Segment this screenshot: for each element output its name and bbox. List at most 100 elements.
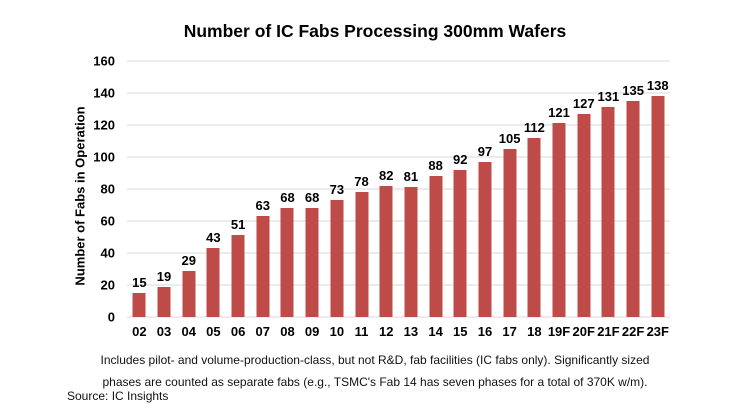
x-tick-label: 12 [378,324,394,339]
gridline [127,156,670,158]
x-tick-label: 18 [527,324,542,339]
bar-slot: 127 20F [571,61,596,338]
y-tick-label: 140 [93,85,115,101]
x-tick-label: 19F [547,324,571,339]
bar-value-label: 82 [378,167,394,183]
bar [453,169,467,317]
bar [305,208,319,317]
x-tick-label: 02 [132,324,147,339]
bar-value-label: 127 [572,95,595,111]
x-tick-label: 08 [280,324,295,339]
bar [157,286,171,317]
x-tick-label: 14 [428,324,443,339]
y-tick-labels: 0 20 40 60 80 100 120 140 160 [55,55,115,324]
bar-slot: 138 23F [645,61,670,338]
x-tick-label: 23F [646,324,669,339]
bar-slot: 121 19F [547,61,572,338]
x-tick-label: 22F [621,324,645,339]
bar-value-label: 29 [181,252,196,268]
bar-slot: 51 06 [226,61,251,338]
bar-slot: 63 07 [250,61,275,338]
bar-value-label: 97 [477,143,493,159]
bar-value-label: 68 [280,190,295,206]
plot-area: 15 02 19 03 29 04 43 05 51 06 63 07 68 08 68 09 73 10 78 11… [127,60,670,338]
bar [280,208,294,317]
gridline [127,188,670,190]
footnote-line-2: phases are counted as separate fabs (e.g… [102,375,648,389]
bar [256,216,270,317]
bar-value-label: 88 [428,158,443,174]
bar-slot: 81 13 [399,61,424,338]
gridline [127,60,670,62]
y-tick-label: 0 [107,309,115,325]
x-tick-label: 06 [230,324,246,339]
bar [182,270,196,317]
gridline [127,284,670,286]
bar-slot: 78 11 [349,61,374,338]
bar-slot: 105 17 [497,61,522,338]
x-tick-label: 17 [502,324,517,339]
bar [552,123,566,317]
bar [601,107,615,317]
y-tick-label: 20 [100,277,115,293]
x-tick-label: 13 [403,324,419,339]
bar [429,176,443,317]
source-label: Source: IC Insights [67,389,169,403]
x-tick-label: 10 [329,324,345,339]
bars: 15 02 19 03 29 04 43 05 51 06 63 07 68 08 68 09 73 10 78 11… [127,61,670,338]
footnote: Includes pilot- and volume-production-cl… [0,349,750,393]
gridline [127,124,670,126]
gridline [127,220,670,222]
bar-value-label: 19 [156,268,172,284]
bar-slot: 68 09 [300,61,325,338]
x-tick-label: 15 [453,324,468,339]
gridline [127,316,670,318]
bar-slot: 131 21F [596,61,621,338]
bar-slot: 97 16 [473,61,498,338]
bar [626,101,640,317]
bar-slot: 29 04 [176,61,201,338]
bar-value-label: 92 [453,151,468,167]
bar-value-label: 138 [646,78,669,94]
bar [503,149,517,317]
bar-value-label: 51 [230,217,246,233]
bar-slot: 73 10 [325,61,350,338]
bar [355,192,369,317]
x-tick-label: 05 [206,324,221,339]
bar-slot: 43 05 [201,61,226,338]
x-tick-label: 07 [255,324,271,339]
bar [404,187,418,317]
bar [206,248,220,317]
bar [132,293,146,317]
bar [379,185,393,317]
bar-slot: 82 12 [374,61,399,338]
bar [577,113,591,317]
bar-slot: 15 02 [127,61,152,338]
gridline [127,252,670,254]
bar-value-label: 15 [132,275,147,290]
bar-value-label: 105 [498,131,521,146]
bar-value-label: 81 [403,169,419,185]
bar-value-label: 112 [523,119,545,135]
y-tick-label: 160 [93,53,115,69]
bar-value-label: 63 [255,198,271,214]
footnote-line-1: Includes pilot- and volume-production-cl… [100,353,650,367]
bar-slot: 92 15 [448,61,473,338]
x-tick-label: 20F [572,324,595,339]
x-tick-label: 21F [597,324,620,339]
x-tick-label: 16 [477,324,493,339]
y-tick-label: 60 [100,213,115,229]
bar-value-label: 131 [597,89,620,105]
bar-value-label: 73 [329,182,345,198]
bar-slot: 135 22F [621,61,646,338]
bar-value-label: 78 [354,174,369,190]
bar [231,235,245,317]
y-tick-label: 80 [100,181,115,197]
x-tick-label: 03 [156,324,172,339]
bar [651,96,665,317]
bar-value-label: 121 [548,105,570,121]
bar [527,137,541,317]
x-tick-label: 04 [181,324,196,339]
bar [330,200,344,317]
bar-value-label: 135 [622,83,644,98]
